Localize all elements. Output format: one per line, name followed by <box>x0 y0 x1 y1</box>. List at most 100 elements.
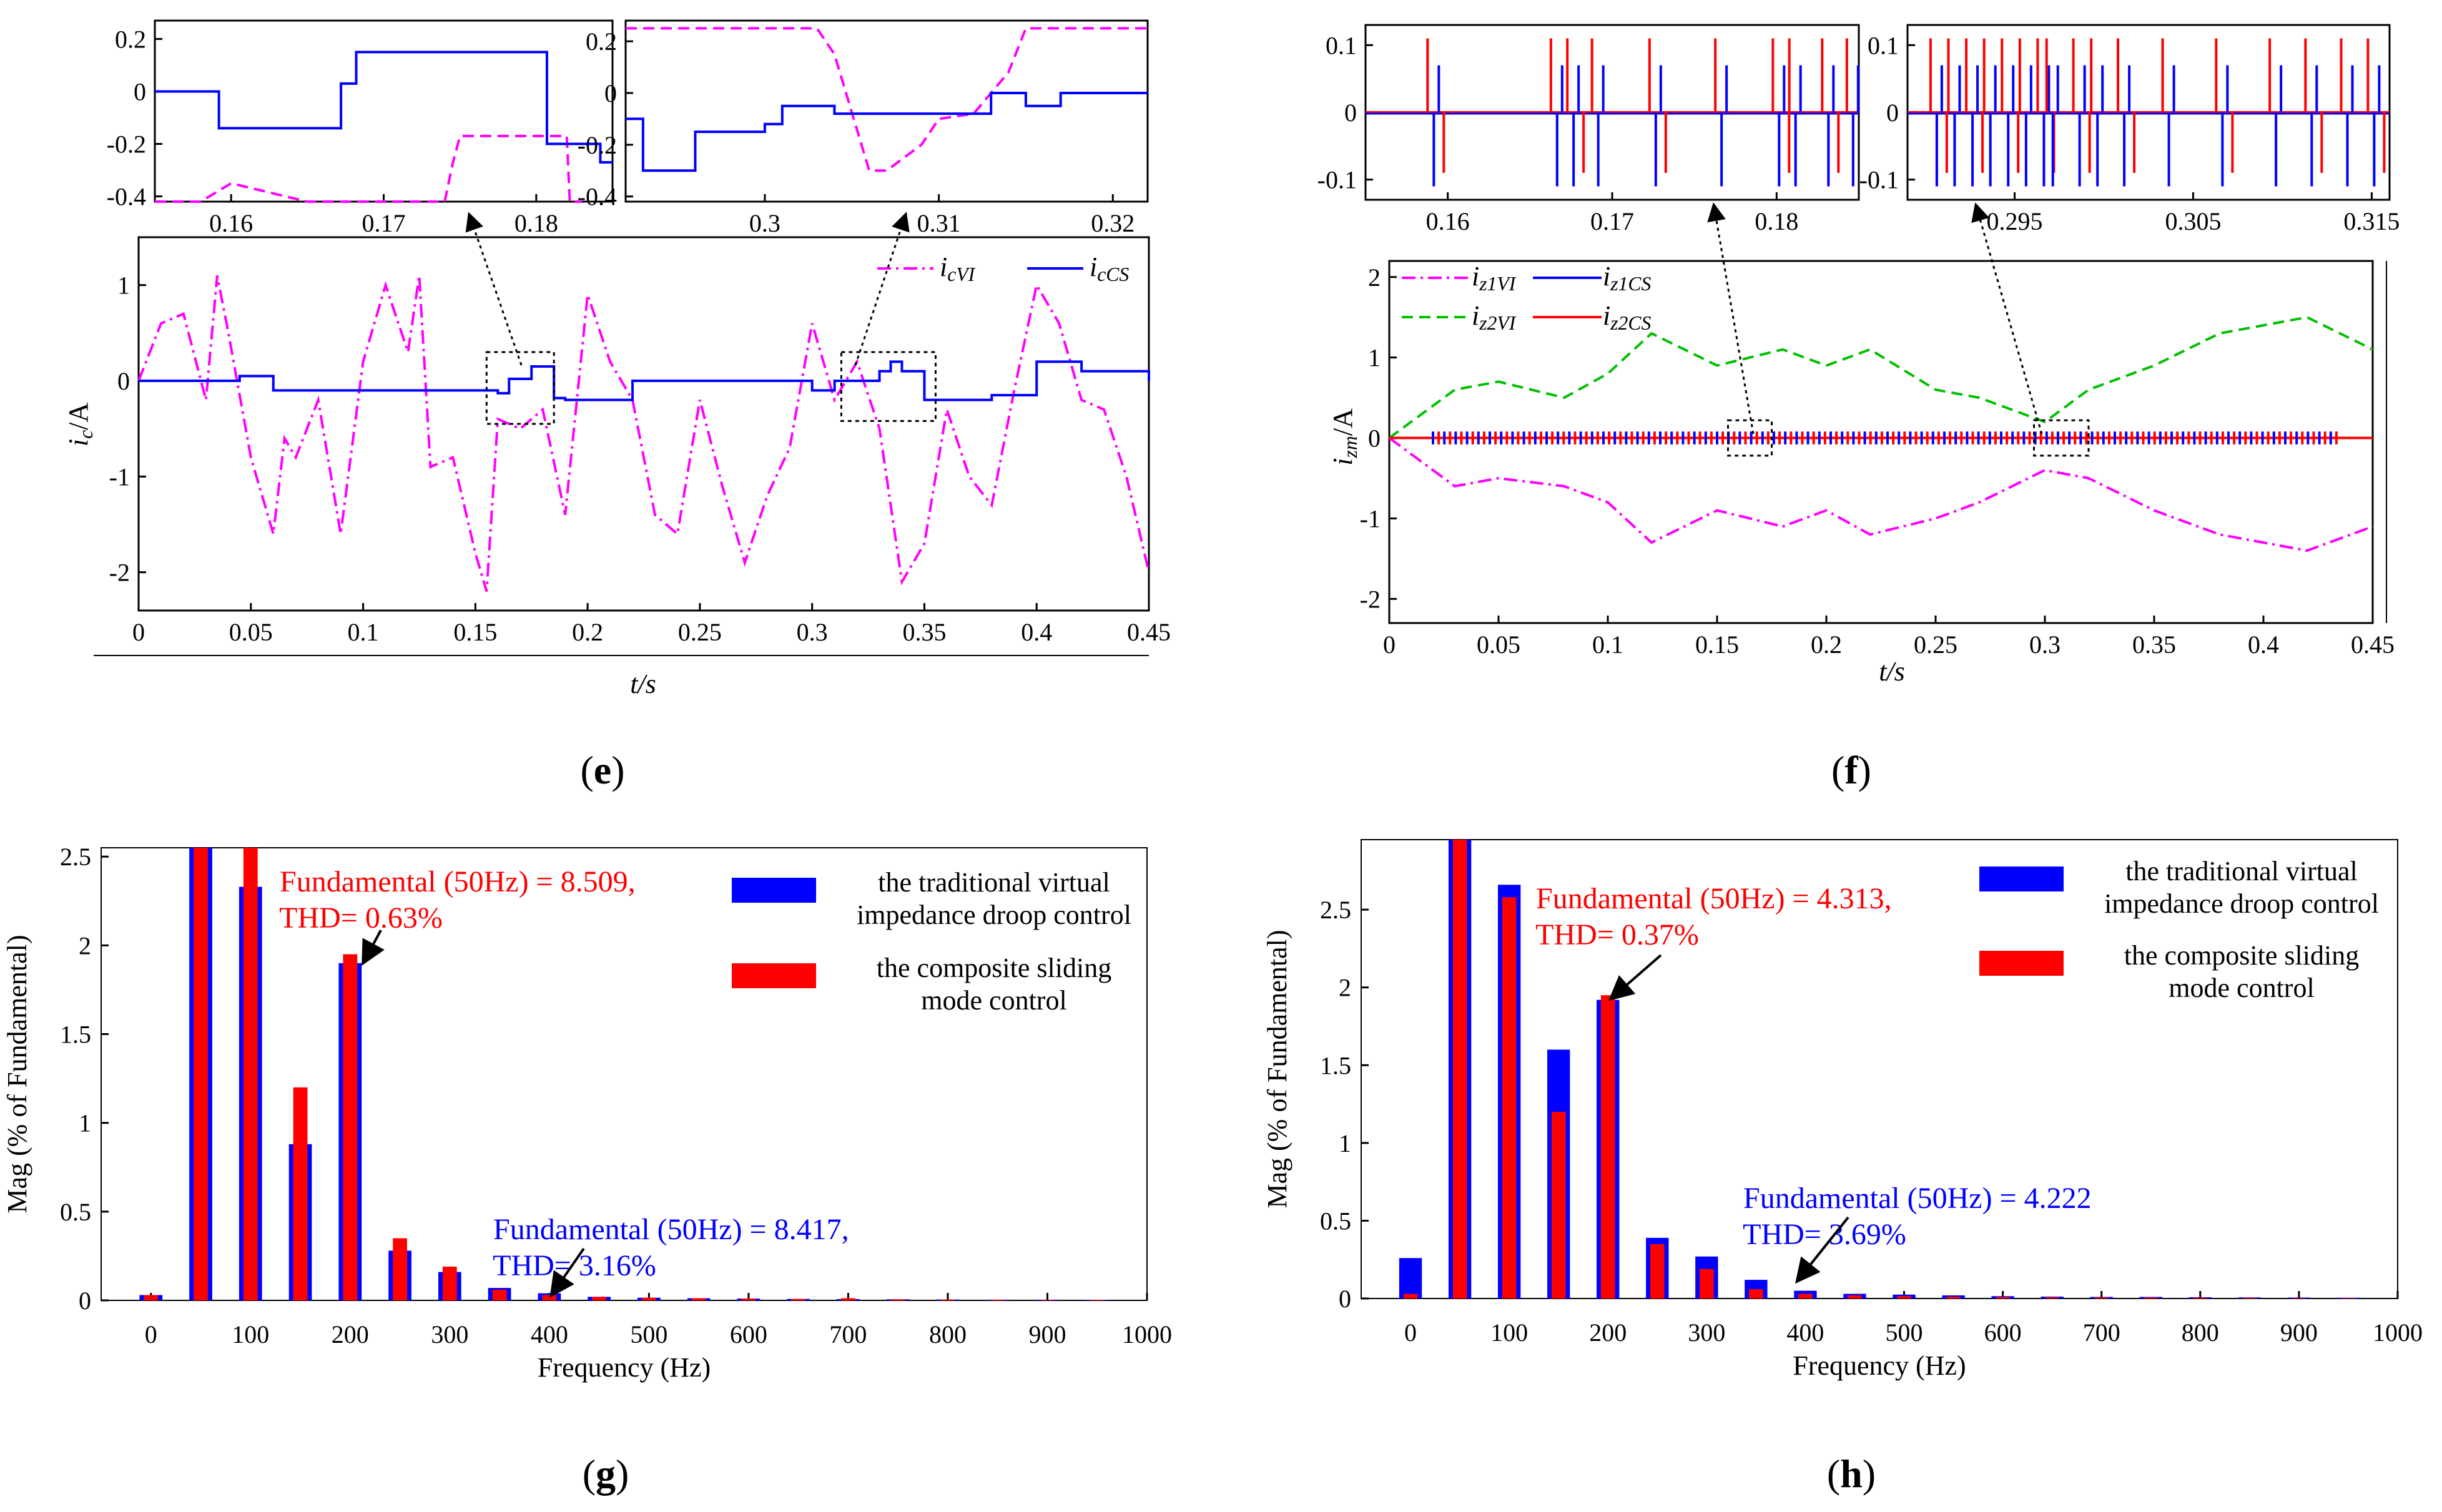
e-zoom2-plot: 0.3 0.31 0.32 0.2 0 -0.2 -0.4 <box>578 19 1149 237</box>
x-tick-label: 0.45 <box>2351 631 2395 659</box>
x-tick-label: 0 <box>145 1320 157 1348</box>
h-bar-red <box>1600 995 1615 1298</box>
h-legend-swatch-1 <box>1979 951 2064 976</box>
h-legend-label: impedance droop control <box>2104 888 2379 919</box>
x-tick-label: 0.3 <box>2029 631 2060 659</box>
e-zoom2-series-i_cCS <box>626 92 1148 172</box>
x-tick-label: 0.32 <box>1091 209 1135 237</box>
h-bar-red <box>1798 1294 1813 1298</box>
x-tick-label: 0.16 <box>1426 207 1470 235</box>
x-tick-label: 400 <box>531 1320 568 1348</box>
g-bar-red <box>293 1087 308 1300</box>
h-annotation: Fundamental (50Hz) = 4.222 <box>1743 1182 2092 1215</box>
y-tick-label: 0 <box>117 367 130 395</box>
x-tick-label: 300 <box>1688 1318 1725 1347</box>
h-legend-label: the traditional virtual <box>2125 856 2357 886</box>
h-annotation: Fundamental (50Hz) = 4.313, <box>1536 882 1892 915</box>
x-tick-label: 300 <box>431 1320 468 1348</box>
y-tick-label: 0 <box>1339 1285 1351 1313</box>
g-bar-red <box>791 1298 806 1300</box>
zoom-arrow-2 <box>854 212 910 366</box>
f-main-plot: 0 0.05 0.1 0.15 0.2 0.25 0.3 0.35 0.4 0.45 2 1 0 -1 -2… <box>1327 260 2395 687</box>
e-panel-label: (e) <box>580 748 624 792</box>
x-tick-label: 600 <box>1984 1318 2022 1347</box>
panel-e: 0.16 0.17 0.180.20-0.2-0.4 0.3 0.31 0.320.20… <box>63 19 1171 792</box>
g-bar-red <box>741 1298 756 1300</box>
x-tick-label: 0.35 <box>2132 631 2176 659</box>
y-tick-label: -0.2 <box>578 131 617 159</box>
e-main-series-i_cCS <box>139 360 1150 401</box>
x-tick-label: 0 <box>1383 631 1396 659</box>
y-tick-label: -0.4 <box>107 183 146 211</box>
g-bar-red <box>243 848 258 1300</box>
e-legend-label-i_cCS: icCS <box>1090 252 1129 285</box>
y-tick-label: 0.5 <box>1320 1207 1351 1235</box>
y-tick-label: -1 <box>1360 504 1381 533</box>
e-zoom1-frame <box>154 19 614 203</box>
e-main-plot: 0 0.05 0.1 0.15 0.2 0.25 0.3 0.35 0.4 0.45 1 0 -1 -2 t… <box>63 236 1171 699</box>
x-tick-label: 0 <box>1404 1318 1417 1347</box>
h-bar-red <box>1749 1289 1763 1298</box>
x-tick-label: 0.15 <box>453 618 497 646</box>
x-tick-label: 600 <box>730 1320 767 1348</box>
f-legend-label-i_z1VI: iz1VI <box>1472 261 1517 295</box>
e-zoom-box-1 <box>485 351 555 425</box>
f-panel-label: (f) <box>1831 748 1871 792</box>
x-tick-label: 700 <box>829 1320 867 1348</box>
h-legend-label: the composite sliding <box>2124 940 2359 971</box>
h-bar-red <box>1502 897 1517 1298</box>
x-tick-label: 0.25 <box>1914 631 1957 659</box>
x-tick-label: 0.1 <box>348 618 379 646</box>
zoom-connectors <box>465 202 2043 434</box>
x-tick-label: 0.35 <box>902 618 946 646</box>
y-tick-label: 2.5 <box>60 843 91 871</box>
h-bar-red <box>1897 1296 1911 1298</box>
x-tick-label: 0.18 <box>1755 207 1798 235</box>
e-ylabel: ic/A <box>63 403 97 447</box>
x-tick-label: 0.05 <box>1477 631 1520 659</box>
y-tick-label: 0.1 <box>1326 31 1357 59</box>
y-tick-label: 1 <box>79 1109 91 1137</box>
y-tick-label: -0.1 <box>1859 166 1899 194</box>
zoom-arrow-4 <box>1971 202 2043 434</box>
h-ylabel: Mag (% of Fundamental) <box>1262 930 1292 1209</box>
y-tick-label: 2 <box>1339 974 1351 1002</box>
y-tick-label: 0 <box>604 79 617 107</box>
h-bar-red <box>1848 1295 1862 1298</box>
x-tick-label: 0.15 <box>1695 631 1739 659</box>
x-tick-label: 100 <box>1490 1318 1528 1347</box>
g-bar-red <box>343 954 358 1300</box>
f-main-frame <box>1388 260 2374 624</box>
x-tick-label: 1000 <box>1122 1320 1172 1348</box>
panel-h: 0 100 200 300 400 500 600 700 800 900 1000 0 0.5 1 1.5… <box>1262 839 2423 1496</box>
e-xlabel: t/s <box>630 669 656 699</box>
g-annotation: Fundamental (50Hz) = 8.417, <box>493 1213 849 1246</box>
e-zoom2-series-i_cVI <box>626 27 1148 172</box>
h-bar-red <box>1452 840 1467 1298</box>
e-zoom1-plot: 0.16 0.17 0.18 0.2 0 -0.2 -0.4 <box>107 19 614 237</box>
y-tick-label: 0.2 <box>115 25 146 53</box>
g-bar-red <box>642 1297 656 1300</box>
y-tick-label: 1 <box>1339 1129 1351 1157</box>
f-main-series-i_z1VI <box>1388 436 2373 552</box>
g-annotation-arrow-1 <box>549 1247 585 1298</box>
y-tick-label: 2 <box>1368 263 1381 292</box>
y-tick-label: -1 <box>109 463 130 491</box>
g-legend-label: the composite sliding <box>877 953 1111 983</box>
g-bar-red <box>841 1298 855 1300</box>
f-legend-label-i_z2CS: iz2CS <box>1603 300 1652 334</box>
x-tick-label: 0.295 <box>1987 207 2043 235</box>
x-tick-label: 0.3 <box>797 618 828 646</box>
g-legend-label: the traditional virtual <box>878 867 1110 898</box>
x-tick-label: 0.4 <box>1021 618 1052 646</box>
y-tick-label: 1 <box>117 272 130 300</box>
h-frame <box>1361 839 2398 1299</box>
zoom-arrow-1 <box>465 212 523 366</box>
x-tick-label: 0.315 <box>2343 207 2400 235</box>
e-main-frame <box>137 236 1150 612</box>
y-tick-label: 1 <box>1368 344 1381 372</box>
y-tick-label: 1.5 <box>60 1021 91 1049</box>
g-bar-plot: 0 100 200 300 400 500 600 700 800 900 1000 0 0.5 1 1.5… <box>2 843 1172 1383</box>
g-bar-red <box>592 1297 606 1300</box>
